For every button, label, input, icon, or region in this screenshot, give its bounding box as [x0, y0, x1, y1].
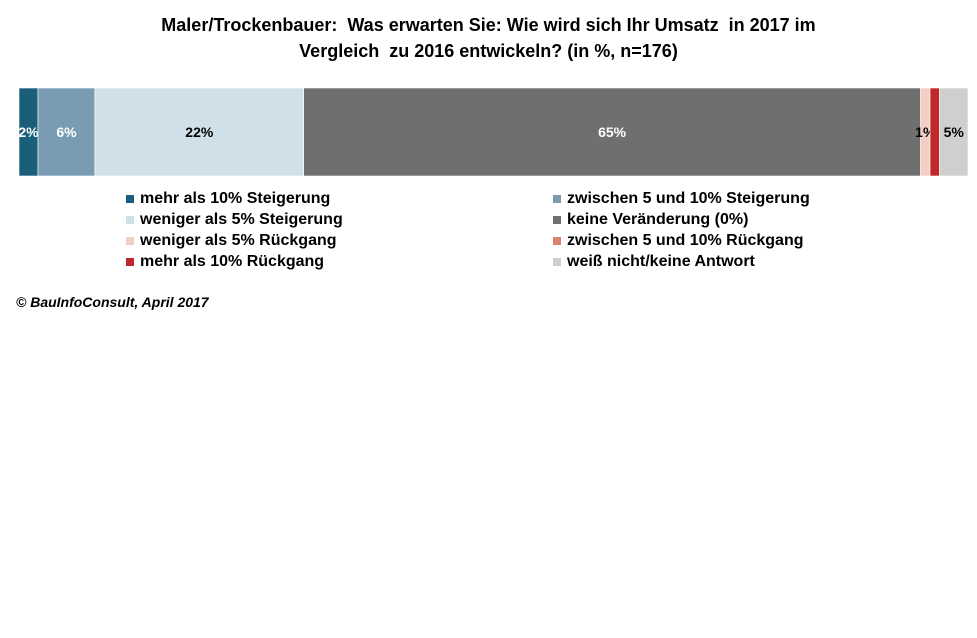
data-label-0: 2% — [18, 124, 39, 140]
legend-item-6: mehr als 10% Rückgang — [126, 251, 324, 272]
legend-label-1: zwischen 5 und 10% Steigerung — [567, 189, 810, 207]
legend-item-2: weniger als 5% Steigerung — [126, 209, 343, 230]
legend-label-3: keine Veränderung (0%) — [567, 210, 749, 228]
legend-swatch-0 — [126, 194, 134, 203]
legend-swatch-5 — [553, 236, 561, 245]
legend-label-0: mehr als 10% Steigerung — [140, 189, 331, 207]
legend-item-0: mehr als 10% Steigerung — [126, 188, 330, 209]
legend-item-7: weiß nicht/keine Antwort — [553, 251, 755, 272]
legend-label-7: weiß nicht/keine Antwort — [567, 252, 755, 270]
chart-title-line-2: Vergleich zu 2016 entwickeln? (in %, n=1… — [299, 41, 678, 61]
bar-segment-3 — [303, 87, 921, 177]
legend-swatch-4 — [126, 236, 134, 245]
legend-swatch-7 — [553, 257, 561, 266]
chart-title: Maler/Trockenbauer: Was erwarten Sie: Wi… — [0, 12, 977, 64]
data-label-1: 6% — [56, 124, 77, 140]
legend-label-4: weniger als 5% Rückgang — [140, 231, 337, 249]
data-label-7: 5% — [944, 124, 965, 140]
data-label-3: 65% — [598, 124, 627, 140]
legend-swatch-1 — [553, 194, 561, 203]
legend-item-3: keine Veränderung (0%) — [553, 209, 748, 230]
legend-item-1: zwischen 5 und 10% Steigerung — [553, 188, 810, 209]
legend-label-6: mehr als 10% Rückgang — [140, 252, 325, 270]
legend-swatch-6 — [126, 257, 134, 266]
legend-swatch-3 — [553, 215, 561, 224]
source-note: © BauInfoConsult, April 2017 — [16, 294, 209, 310]
stacked-bar-chart: 2% 6% 22% 65% 1% 5% — [18, 87, 969, 177]
chart-title-line-1: Maler/Trockenbauer: Was erwarten Sie: Wi… — [161, 15, 816, 35]
legend-label-2: weniger als 5% Steigerung — [140, 210, 343, 228]
legend-item-4: weniger als 5% Rückgang — [126, 230, 337, 251]
legend-item-5: zwischen 5 und 10% Rückgang — [553, 230, 804, 251]
data-label-2: 22% — [185, 124, 214, 140]
bar-segment-6 — [929, 87, 940, 177]
bar-segment-1 — [37, 87, 96, 177]
bar-segment-2 — [94, 87, 304, 177]
bar-segment-7 — [939, 87, 969, 177]
legend-swatch-2 — [126, 215, 134, 224]
legend-label-5: zwischen 5 und 10% Rückgang — [567, 231, 804, 249]
